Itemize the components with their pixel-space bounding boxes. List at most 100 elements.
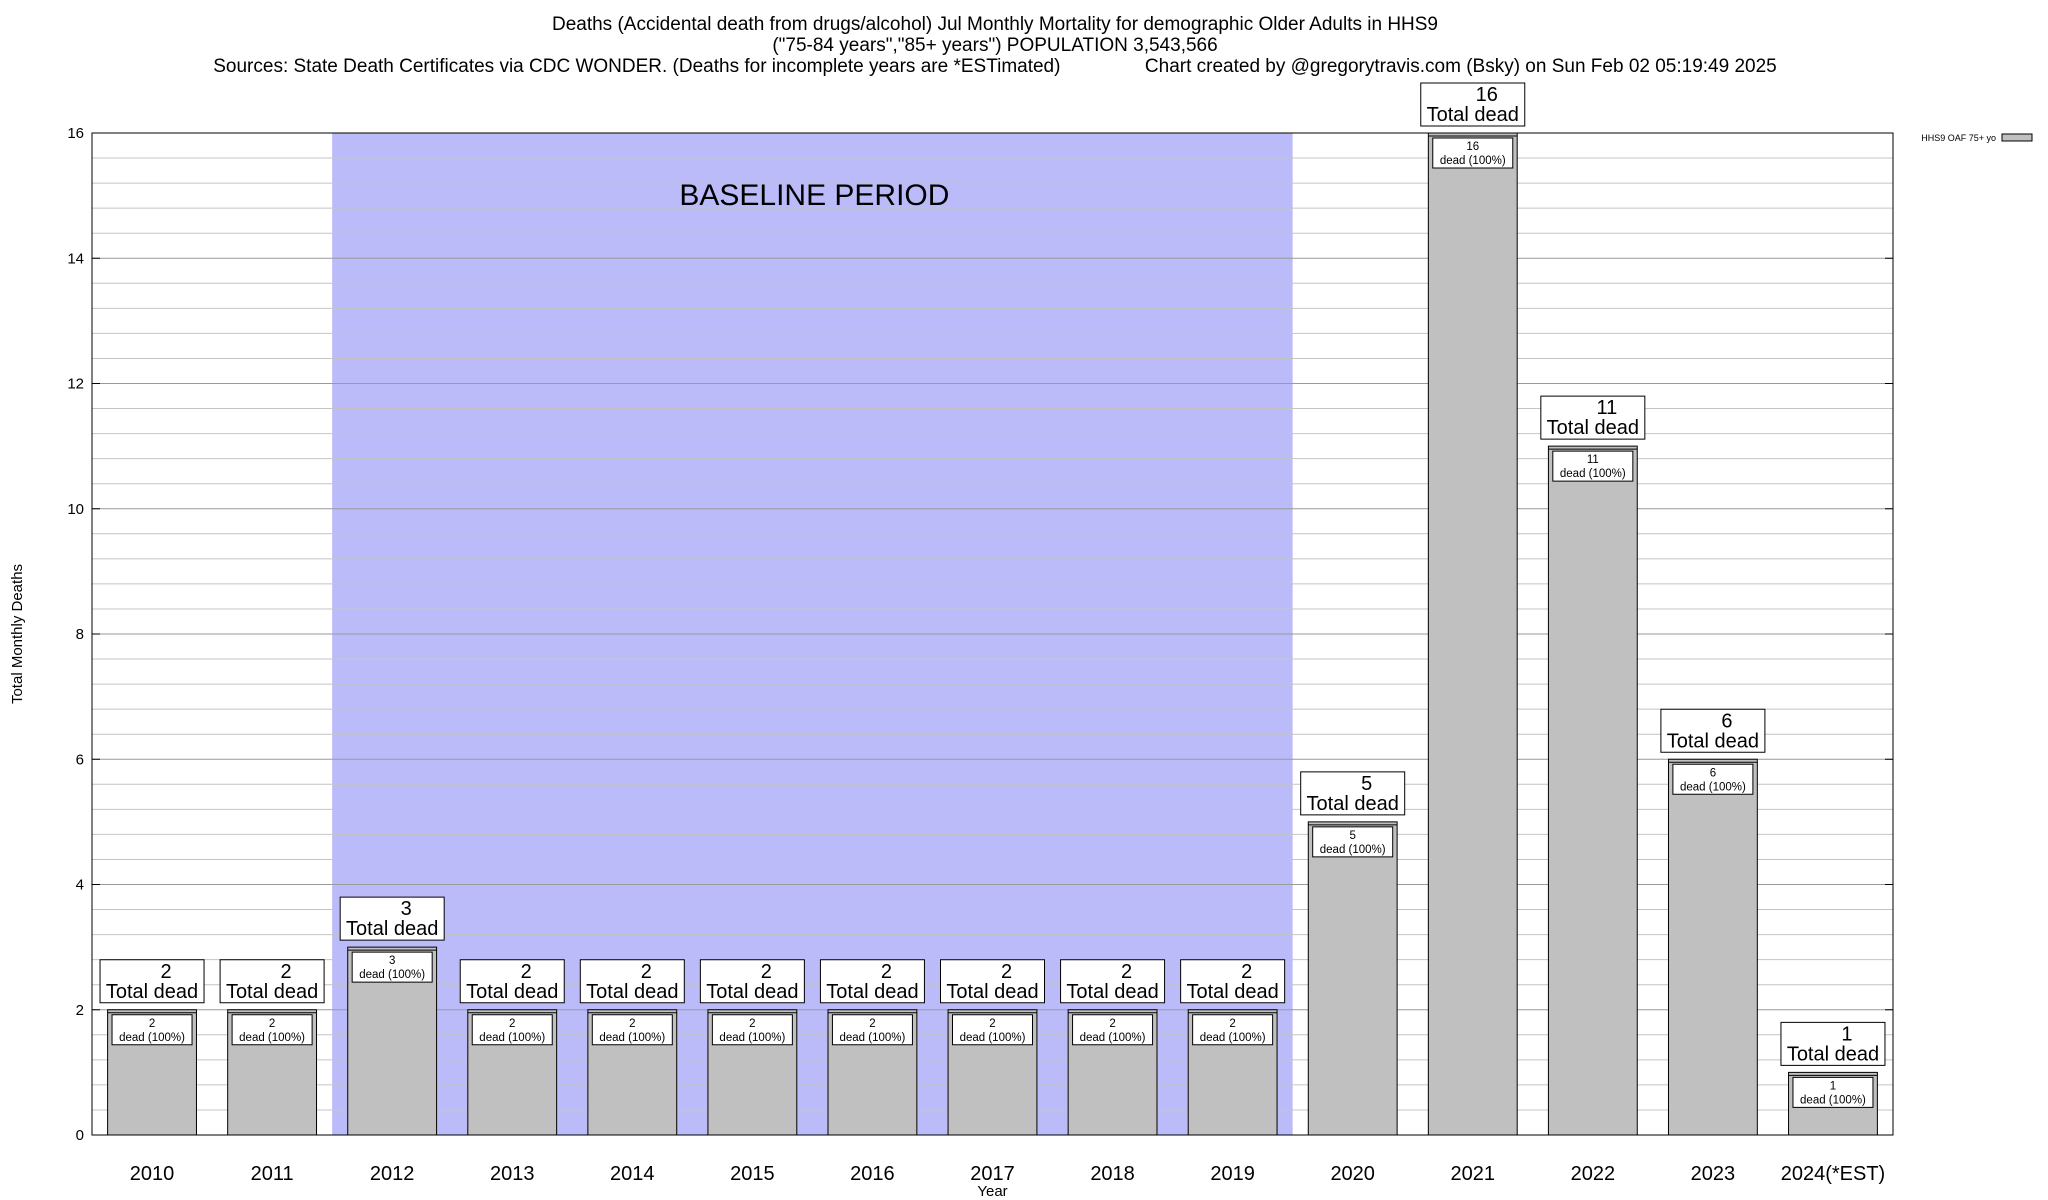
x-tick-label: 2013 [490,1163,535,1185]
bar-inner-label: dead (100%) [1680,781,1746,793]
bar-total-value: 2 [641,961,652,983]
bar-total-value: 2 [521,961,532,983]
bar-inner-label-box [471,1014,553,1046]
bar-total-label-box [459,959,565,1004]
bar-inner-label-box [711,1014,793,1046]
bar-inner-value: 16 [1466,141,1479,153]
bar-inner-value: 2 [1109,1018,1115,1030]
bar-total-value: 2 [1241,961,1252,983]
chart-title-block: Deaths (Accidental death from drugs/alco… [0,14,1990,77]
bar-inner-label-box [591,1014,673,1046]
bar-total-label: Total dead [946,981,1038,1003]
bar-inner-label: dead (100%) [1560,468,1626,480]
bar-inner-value: 2 [869,1018,875,1030]
bar-total-label: Total dead [1547,417,1639,439]
bar-inner-label: dead (100%) [1200,1032,1266,1044]
bar-total-value: 2 [881,961,892,983]
bar-inner-label-box [111,1014,193,1046]
bar-inner-label: dead (100%) [1800,1094,1866,1106]
y-tick-label: 2 [76,1002,84,1019]
bar [1427,132,1518,1136]
x-tick-label: 2014 [610,1163,655,1185]
y-tick-label: 10 [67,501,84,518]
bar-inner-label-box [1672,763,1754,795]
bar-total-label-box [1060,959,1166,1004]
bar-total-label: Total dead [1667,730,1759,752]
bar-inner-label: dead (100%) [1080,1032,1146,1044]
bar-total-value: 2 [1001,961,1012,983]
bar-inner-label-box [1432,137,1514,169]
x-tick-label: 2019 [1210,1163,1255,1185]
bar-inner-label: dead (100%) [239,1032,305,1044]
bar-inner-label-box [1192,1014,1274,1046]
x-tick-label: 2023 [1691,1163,1736,1185]
bar-inner-value: 2 [989,1018,995,1030]
bar-inner-label: dead (100%) [479,1032,545,1044]
y-tick-label: 14 [67,250,84,267]
y-tick-label: 16 [67,125,84,142]
bar-total-label: Total dead [1787,1043,1879,1065]
bar-inner-label: dead (100%) [359,969,425,981]
bar-inner-value: 5 [1349,830,1355,842]
bar-total-value: 11 [1596,397,1617,419]
y-axis-label: Total Monthly Deaths [9,564,26,704]
bar-total-value: 2 [160,961,171,983]
bar-inner-label-box [1312,826,1394,858]
bar-total-label: Total dead [706,981,798,1003]
bar-inner-value: 2 [629,1018,635,1030]
chart-title: Deaths (Accidental death from drugs/alco… [551,14,1438,35]
bar-total-label-box [579,959,685,1004]
bar-inner-value: 3 [389,955,395,967]
bar-total-label-box [940,959,1045,1004]
bar-total-label-box [99,959,205,1004]
bar-total-label-box [819,959,925,1004]
bar-inner-label: dead (100%) [599,1032,665,1044]
bar-inner-label: dead (100%) [119,1032,185,1044]
bar-total-label-box [1660,708,1766,753]
bar-total-label-box [1780,1021,1886,1066]
bar-total-value: 3 [401,898,412,920]
chart-subtitle: ("75-84 years","85+ years") POPULATION 3… [772,35,1218,56]
bar [1547,445,1638,1136]
bar-total-label-box [1420,82,1526,127]
x-tick-label: 2017 [970,1163,1015,1185]
y-tick-label: 8 [76,626,84,643]
bar-total-label-box [219,959,325,1004]
legend-label: HHS9 OAF 75+ yo [1921,133,1996,143]
baseline-period-label: BASELINE PERIOD [679,179,949,212]
y-tick-label: 0 [76,1127,84,1144]
bar-inner-label: dead (100%) [1320,844,1386,856]
bar-total-value: 2 [1121,961,1132,983]
bar-total-label: Total dead [1427,104,1519,126]
x-tick-label: 2021 [1451,1163,1496,1185]
bar [1667,758,1758,1136]
bar-inner-label-box [1792,1076,1874,1108]
bar-inner-value: 2 [1229,1018,1235,1030]
bar-total-label: Total dead [226,981,318,1003]
x-tick-label: 2015 [730,1163,775,1185]
bar-total-value: 2 [761,961,772,983]
x-axis-label: Year [977,1183,1007,1200]
bar-total-label-box [1180,959,1286,1004]
y-tick-label: 4 [76,877,84,894]
bar-inner-value: 2 [149,1018,155,1030]
legend-swatch [2001,133,2033,142]
bar-inner-value: 11 [1587,454,1599,466]
bar-total-label-box [699,959,805,1004]
chart-source-line: Sources: State Death Certificates via CD… [213,56,1777,77]
x-tick-label: 2010 [130,1163,175,1185]
x-tick-label: 2024(*EST) [1781,1163,1886,1185]
bar-total-label-box [339,896,445,941]
x-tick-label: 2022 [1571,1163,1616,1185]
bar-total-label: Total dead [106,981,198,1003]
bar-total-label: Total dead [346,918,438,940]
bar-inner-label-box [351,951,433,983]
bar-total-label: Total dead [826,981,918,1003]
bar-inner-value: 2 [749,1018,755,1030]
x-tick-label: 2016 [850,1163,895,1185]
x-tick-label: 2011 [251,1163,294,1185]
bar-total-label-box [1540,395,1646,440]
bar-total-label: Total dead [1307,793,1399,815]
bar-inner-value: 2 [269,1018,275,1030]
